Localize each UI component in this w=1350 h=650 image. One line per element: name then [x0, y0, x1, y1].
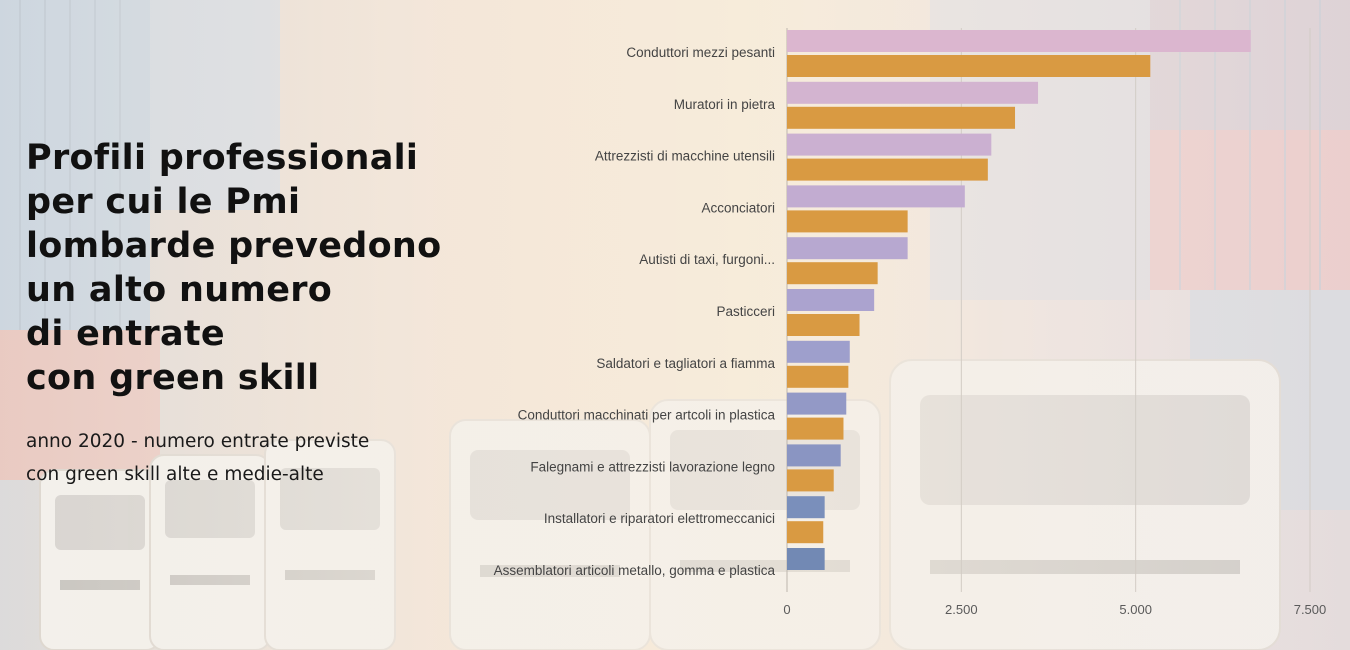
x-tick-label: 0 — [783, 602, 790, 617]
bar — [787, 392, 847, 415]
bar — [787, 262, 878, 285]
x-tick-label: 5.000 — [1119, 602, 1152, 617]
bar — [787, 237, 908, 260]
bar — [787, 365, 849, 388]
bar — [787, 81, 1039, 104]
bar — [787, 548, 825, 570]
category-label: Pasticceri — [716, 304, 775, 319]
category-labels: Conduttori mezzi pesanti Muratori in piet… — [494, 45, 776, 578]
category-label: Acconciatori — [701, 200, 775, 215]
category-label: Saldatori e tagliatori a fiamma — [596, 356, 775, 371]
category-label: Muratori in pietra — [674, 97, 776, 112]
bar — [787, 469, 834, 492]
category-label: Attrezzisti di macchine utensili — [595, 149, 775, 164]
bar — [787, 417, 844, 440]
bar — [787, 158, 988, 181]
bar — [787, 106, 1016, 129]
bar — [787, 521, 824, 544]
page-title: Profili professionali per cui le Pmi lom… — [26, 138, 442, 398]
x-tick-label: 7.500 — [1294, 602, 1327, 617]
x-axis-ticks: 0 2.500 5.000 7.500 — [783, 602, 1326, 617]
bar — [787, 444, 841, 467]
bar — [787, 185, 965, 208]
category-label: Installatori e riparatori elettromeccani… — [544, 511, 775, 526]
bar — [787, 314, 860, 336]
category-label: Falegnami e attrezzisti lavorazione legn… — [530, 459, 775, 474]
category-label: Conduttori macchinati per artcoli in pla… — [518, 408, 776, 423]
category-label: Conduttori mezzi pesanti — [626, 45, 775, 60]
bar — [787, 289, 875, 311]
bar — [787, 340, 850, 363]
category-label: Autisti di taxi, furgoni... — [639, 252, 775, 267]
bar — [787, 30, 1251, 52]
x-tick-label: 2.500 — [945, 602, 978, 617]
bar — [787, 133, 992, 156]
chart-subtitle: anno 2020 - numero entrate previste con … — [26, 431, 370, 485]
bar — [787, 55, 1151, 77]
chart-bars — [787, 30, 1251, 570]
bar — [787, 210, 908, 233]
bar — [787, 496, 825, 519]
category-label: Assemblatori articoli metallo, gomma e p… — [494, 563, 776, 578]
